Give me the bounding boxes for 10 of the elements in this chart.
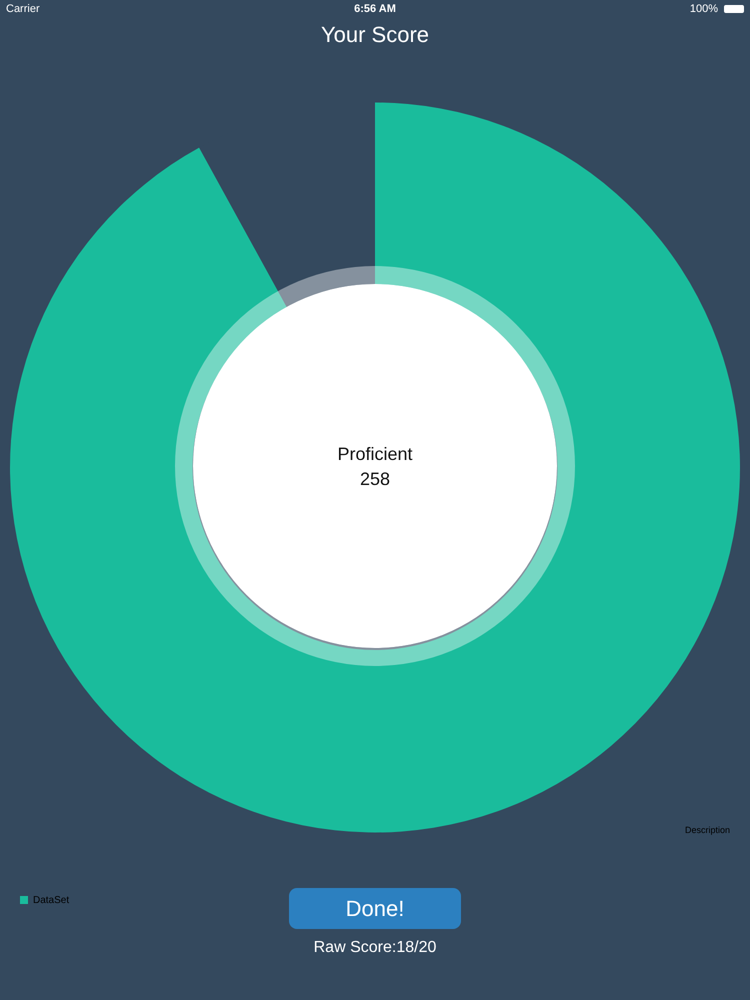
- text: Description: [684, 825, 730, 835]
- text: Raw Score:18/20: [312, 939, 438, 957]
- text: 6:56 AM: [354, 3, 396, 15]
- legend-label: DataSet: [33, 894, 70, 906]
- text: Carrier: [6, 3, 40, 15]
- text: 258: [358, 469, 392, 490]
- chart-title: Your Score: [320, 22, 430, 48]
- text: Proficient: [336, 444, 414, 465]
- text: Done!: [289, 888, 461, 929]
- text: 100%: [690, 3, 718, 15]
